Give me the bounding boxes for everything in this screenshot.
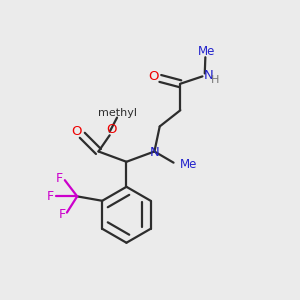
Text: H: H (211, 75, 219, 85)
Text: O: O (72, 125, 82, 138)
Text: N: N (149, 146, 159, 159)
Text: Me: Me (180, 158, 197, 171)
Text: N: N (204, 69, 213, 82)
Text: F: F (47, 190, 54, 203)
Text: F: F (59, 208, 66, 221)
Text: O: O (106, 124, 116, 136)
Text: Me: Me (198, 45, 215, 58)
Text: F: F (56, 172, 63, 185)
Text: methyl: methyl (98, 108, 137, 118)
Text: O: O (148, 70, 159, 83)
